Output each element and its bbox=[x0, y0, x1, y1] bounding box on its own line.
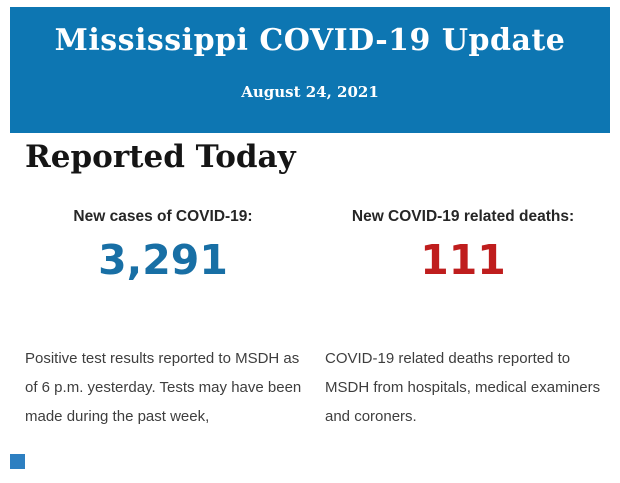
description-new-cases: Positive test results reported to MSDH a… bbox=[25, 350, 302, 425]
stat-label-new-deaths: New COVID-19 related deaths: bbox=[351, 208, 575, 225]
stat-new-cases: New cases of COVID-19: 3,291 bbox=[13, 208, 313, 283]
description-new-deaths: COVID-19 related deaths reported to MSDH… bbox=[325, 350, 601, 425]
page-title: Mississippi COVID-19 Update bbox=[54, 23, 566, 58]
section-heading: Reported Today bbox=[25, 139, 296, 175]
stat-label-new-cases: New cases of COVID-19: bbox=[73, 208, 253, 225]
stats-row: New cases of COVID-19: 3,291 New COVID-1… bbox=[0, 208, 620, 283]
image-placeholder-artifact bbox=[10, 454, 25, 469]
stat-new-deaths: New COVID-19 related deaths: 111 bbox=[313, 208, 613, 283]
stat-value-new-cases: 3,291 bbox=[98, 236, 228, 284]
descriptions-row: Positive test results reported to MSDH a… bbox=[25, 344, 615, 431]
header-banner: Mississippi COVID-19 Update August 24, 2… bbox=[10, 7, 610, 133]
report-date: August 24, 2021 bbox=[241, 83, 379, 101]
stat-value-new-deaths: 111 bbox=[420, 236, 506, 284]
